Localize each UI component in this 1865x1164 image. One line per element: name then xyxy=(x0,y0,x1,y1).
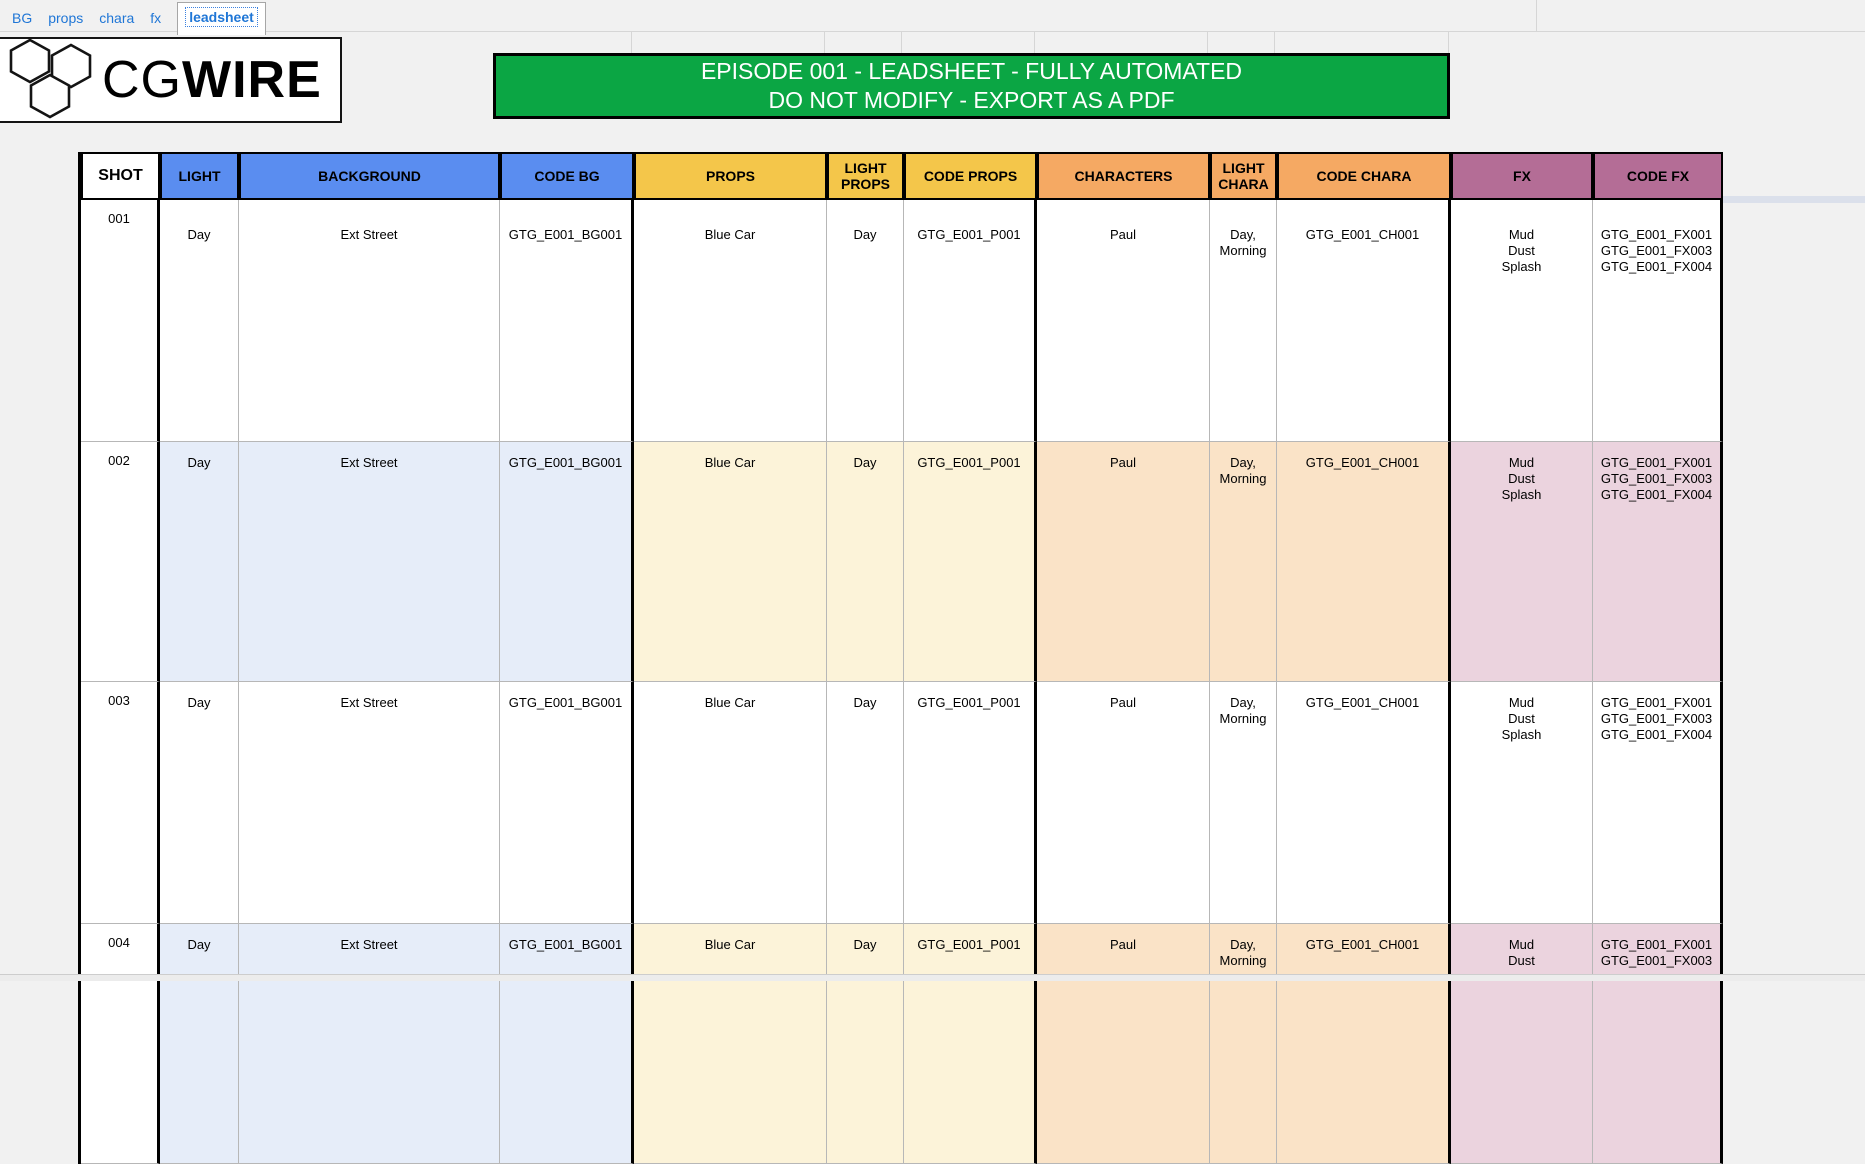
cell-light_props-row-004: Day xyxy=(827,924,904,1164)
cell-characters-row-001: Paul xyxy=(1037,200,1210,442)
cell-shot-row-001: 001 xyxy=(81,200,160,442)
tab-bg[interactable]: BG xyxy=(12,10,33,26)
cell-shot-row-003: 003 xyxy=(81,682,160,924)
sheet-gridline-vertical xyxy=(1034,31,1035,53)
tab-chara[interactable]: chara xyxy=(99,10,135,26)
cell-code_bg-row-003: GTG_E001_BG001 xyxy=(500,682,634,924)
sheet-gridline-vertical xyxy=(901,31,902,53)
cell-code_bg-row-001: GTG_E001_BG001 xyxy=(500,200,634,442)
cell-props-row-004: Blue Car xyxy=(634,924,827,1164)
cell-light_chara-row-003: Day, Morning xyxy=(1210,682,1277,924)
cell-light_props-row-003: Day xyxy=(827,682,904,924)
cell-light_props-row-001: Day xyxy=(827,200,904,442)
cell-background-row-003: Ext Street xyxy=(239,682,500,924)
cell-code_fx-row-001: GTG_E001_FX001 GTG_E001_FX003 GTG_E001_F… xyxy=(1593,200,1723,442)
cell-code_props-row-004: GTG_E001_P001 xyxy=(904,924,1037,1164)
cell-props-row-002: Blue Car xyxy=(634,442,827,682)
cell-light_chara-row-002: Day, Morning xyxy=(1210,442,1277,682)
sheet-gridline-vertical xyxy=(1207,31,1208,53)
sheet-gridline-horizontal xyxy=(0,31,1865,32)
leadsheet-table: SHOT LIGHT BACKGROUND CODE BG PROPS LIGHT PRO… xyxy=(78,152,1723,1164)
frozen-row-divider xyxy=(1719,196,1865,203)
banner-line-1: EPISODE 001 - LEADSHEET - FULLY AUTOMATE… xyxy=(700,58,1243,84)
cell-code_props-row-003: GTG_E001_P001 xyxy=(904,682,1037,924)
cgwire-logo: CGWIRE xyxy=(0,37,342,123)
hexagon-logo-icon xyxy=(6,37,96,124)
cell-code_bg-row-002: GTG_E001_BG001 xyxy=(500,442,634,682)
sheet-gridline-vertical xyxy=(1536,0,1537,31)
logo-wordmark: CGWIRE xyxy=(102,54,322,106)
cell-code_fx-row-003: GTG_E001_FX001 GTG_E001_FX003 GTG_E001_F… xyxy=(1593,682,1723,924)
cell-props-row-001: Blue Car xyxy=(634,200,827,442)
cell-light-row-001: Day xyxy=(160,200,239,442)
cell-background-row-002: Ext Street xyxy=(239,442,500,682)
header-code_props: CODE PROPS xyxy=(904,152,1037,200)
cell-code_chara-row-001: GTG_E001_CH001 xyxy=(1277,200,1451,442)
cell-background-row-001: Ext Street xyxy=(239,200,500,442)
cell-code_fx-row-004: GTG_E001_FX001 GTG_E001_FX003 xyxy=(1593,924,1723,1164)
header-light_props: LIGHT PROPS xyxy=(827,152,904,200)
cell-code_props-row-001: GTG_E001_P001 xyxy=(904,200,1037,442)
header-props: PROPS xyxy=(634,152,827,200)
header-fx: FX xyxy=(1451,152,1593,200)
cell-code_chara-row-004: GTG_E001_CH001 xyxy=(1277,924,1451,1164)
cell-code_fx-row-002: GTG_E001_FX001 GTG_E001_FX003 GTG_E001_F… xyxy=(1593,442,1723,682)
tab-props[interactable]: props xyxy=(48,10,84,26)
cell-fx-row-004: Mud Dust xyxy=(1451,924,1593,1164)
tab-leadsheet-label: leadsheet xyxy=(185,7,258,27)
cell-light_props-row-002: Day xyxy=(827,442,904,682)
sheet-tab-bar: BG props chara fx leadsheet xyxy=(0,0,266,40)
tab-leadsheet[interactable]: leadsheet xyxy=(177,2,266,35)
bottom-edge-strip xyxy=(0,974,1865,981)
logo-wire: WIRE xyxy=(182,51,322,109)
cell-shot-row-002: 002 xyxy=(81,442,160,682)
header-light: LIGHT xyxy=(160,152,239,200)
cell-code_props-row-002: GTG_E001_P001 xyxy=(904,442,1037,682)
cell-characters-row-004: Paul xyxy=(1037,924,1210,1164)
cell-code_chara-row-003: GTG_E001_CH001 xyxy=(1277,682,1451,924)
cell-shot-row-004: 004 xyxy=(81,924,160,1164)
header-code_chara: CODE CHARA xyxy=(1277,152,1451,200)
header-characters: CHARACTERS xyxy=(1037,152,1210,200)
cell-characters-row-002: Paul xyxy=(1037,442,1210,682)
cell-fx-row-001: Mud Dust Splash xyxy=(1451,200,1593,442)
header-code_fx: CODE FX xyxy=(1593,152,1723,200)
cell-fx-row-003: Mud Dust Splash xyxy=(1451,682,1593,924)
cell-light_chara-row-004: Day, Morning xyxy=(1210,924,1277,1164)
cell-fx-row-002: Mud Dust Splash xyxy=(1451,442,1593,682)
tab-links: BG props chara fx xyxy=(12,0,161,26)
header-background: BACKGROUND xyxy=(239,152,500,200)
cell-light-row-003: Day xyxy=(160,682,239,924)
cell-code_bg-row-004: GTG_E001_BG001 xyxy=(500,924,634,1164)
cell-light_chara-row-001: Day, Morning xyxy=(1210,200,1277,442)
header-light_chara: LIGHT CHARA xyxy=(1210,152,1277,200)
sheet-gridline-vertical xyxy=(824,31,825,53)
sheet-gridline-vertical xyxy=(631,31,632,53)
cell-props-row-003: Blue Car xyxy=(634,682,827,924)
cell-light-row-004: Day xyxy=(160,924,239,1164)
header-code_bg: CODE BG xyxy=(500,152,634,200)
banner-line-2: DO NOT MODIFY - EXPORT AS A PDF xyxy=(768,87,1175,113)
sheet-gridline-vertical xyxy=(1274,31,1275,53)
cell-characters-row-003: Paul xyxy=(1037,682,1210,924)
tab-fx[interactable]: fx xyxy=(150,10,162,26)
sheet-gridline-vertical xyxy=(1448,31,1449,53)
leadsheet-banner: EPISODE 001 - LEADSHEET - FULLY AUTOMATE… xyxy=(493,53,1450,119)
cell-code_chara-row-002: GTG_E001_CH001 xyxy=(1277,442,1451,682)
header-shot: SHOT xyxy=(81,152,160,200)
cell-light-row-002: Day xyxy=(160,442,239,682)
cell-background-row-004: Ext Street xyxy=(239,924,500,1164)
logo-cg: CG xyxy=(102,51,182,109)
